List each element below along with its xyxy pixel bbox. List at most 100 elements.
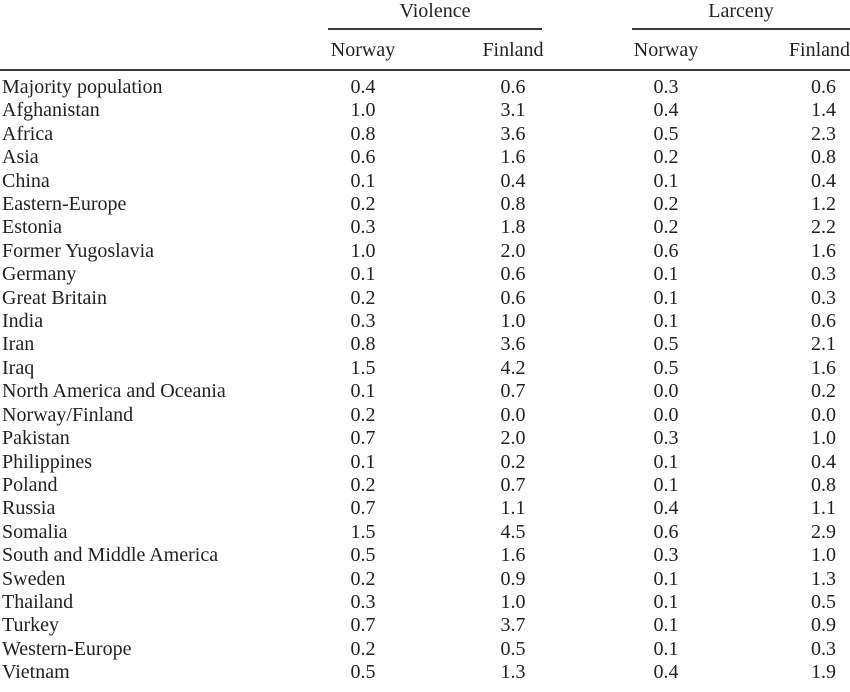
row-label: Norway/Finland: [2, 403, 134, 426]
table-row: Eastern-Europe 0.2 0.8 0.2 1.2: [0, 193, 850, 216]
value-cell: 3.7: [500, 614, 526, 637]
value-cell: 0.8: [500, 193, 526, 216]
value-cell: 0.6: [350, 146, 376, 169]
table-row: India 0.3 1.0 0.1 0.6: [0, 310, 850, 333]
value-cell: 1.0: [350, 99, 376, 122]
table-row: Sweden 0.2 0.9 0.1 1.3: [0, 568, 850, 591]
table-row: China 0.1 0.4 0.1 0.4: [0, 170, 850, 193]
value-cell: 0.0: [653, 403, 679, 426]
value-cell: 4.5: [500, 520, 526, 543]
value-cell: 0.7: [350, 614, 376, 637]
value-cell: 0.7: [350, 497, 376, 520]
value-cell: 0.4: [811, 169, 837, 192]
row-label: Afghanistan: [2, 99, 100, 122]
row-label: India: [2, 310, 44, 333]
value-cell: 0.2: [350, 286, 376, 309]
value-cell: 0.0: [500, 403, 526, 426]
value-cell: 0.5: [653, 356, 679, 379]
column-header-violence-norway: Norway: [300, 30, 426, 71]
row-label: North America and Oceania: [2, 380, 226, 403]
row-label: South and Middle America: [2, 544, 219, 567]
group-header-larceny: Larceny: [632, 0, 850, 30]
table-row: Germany 0.1 0.6 0.1 0.3: [0, 263, 850, 286]
value-cell: 0.3: [811, 263, 837, 286]
value-cell: 0.2: [653, 193, 679, 216]
group-header-row: Violence Larceny: [0, 0, 850, 30]
group-header-larceny-cell: Larceny: [600, 0, 850, 30]
value-cell: 0.3: [811, 637, 837, 660]
value-cell: 1.3: [811, 567, 837, 590]
value-cell: 0.2: [350, 473, 376, 496]
value-cell: 1.2: [811, 193, 837, 216]
value-cell: 3.6: [500, 333, 526, 356]
value-cell: 1.0: [500, 310, 526, 333]
value-cell: 1.0: [500, 590, 526, 613]
value-cell: 0.5: [500, 637, 526, 660]
value-cell: 0.2: [500, 450, 526, 473]
table-row: Thailand 0.3 1.0 0.1 0.5: [0, 591, 850, 614]
value-cell: 4.2: [500, 356, 526, 379]
value-cell: 1.0: [811, 544, 837, 567]
table-row: South and Middle America 0.5 1.6 0.3 1.0: [0, 544, 850, 567]
value-cell: 1.5: [350, 520, 376, 543]
value-cell: 0.8: [350, 122, 376, 145]
table-row: Poland 0.2 0.7 0.1 0.8: [0, 474, 850, 497]
table-row: North America and Oceania 0.1 0.7 0.0 0.2: [0, 380, 850, 403]
table-row: Western-Europe 0.2 0.5 0.1 0.3: [0, 638, 850, 661]
value-cell: 0.1: [653, 637, 679, 660]
value-cell: 0.1: [350, 380, 376, 403]
value-cell: 1.4: [811, 99, 837, 122]
value-cell: 0.2: [350, 637, 376, 660]
value-cell: 0.8: [811, 473, 837, 496]
row-label: Iran: [2, 333, 35, 356]
value-cell: 0.1: [653, 450, 679, 473]
table-row: Estonia 0.3 1.8 0.2 2.2: [0, 216, 850, 239]
value-cell: 0.8: [350, 333, 376, 356]
value-cell: 0.6: [811, 310, 837, 333]
row-label: Asia: [2, 146, 39, 169]
table-row: Vietnam 0.5 1.3 0.4 1.9: [0, 661, 850, 684]
value-cell: 0.1: [653, 567, 679, 590]
empty-corner-cell: [0, 0, 300, 30]
value-cell: 0.4: [653, 497, 679, 520]
value-cell: 0.3: [653, 544, 679, 567]
value-cell: 1.0: [350, 239, 376, 262]
value-cell: 0.7: [500, 473, 526, 496]
table-row: Asia 0.6 1.6 0.2 0.8: [0, 146, 850, 169]
group-header-larceny-label: Larceny: [708, 0, 774, 22]
value-cell: 0.5: [350, 544, 376, 567]
value-cell: 0.4: [653, 661, 679, 684]
table-row: Iran 0.8 3.6 0.5 2.1: [0, 333, 850, 356]
value-cell: 0.5: [653, 333, 679, 356]
row-label: Philippines: [2, 450, 93, 473]
value-cell: 0.1: [653, 263, 679, 286]
value-cell: 3.6: [500, 122, 526, 145]
value-cell: 0.5: [653, 122, 679, 145]
value-cell: 0.0: [811, 403, 837, 426]
value-cell: 0.3: [653, 76, 679, 98]
value-cell: 2.1: [811, 333, 837, 356]
value-cell: 0.3: [350, 590, 376, 613]
row-label: China: [2, 169, 50, 192]
row-label: Estonia: [2, 216, 62, 239]
value-cell: 0.1: [653, 473, 679, 496]
value-cell: 0.1: [653, 614, 679, 637]
value-cell: 0.5: [350, 661, 376, 684]
value-cell: 0.2: [350, 193, 376, 216]
value-cell: 0.6: [500, 263, 526, 286]
empty-corner-cell: [0, 30, 300, 71]
row-label: Somalia: [2, 520, 68, 543]
row-label: Eastern-Europe: [2, 193, 127, 216]
value-cell: 0.4: [350, 76, 376, 98]
value-cell: 1.0: [811, 427, 837, 450]
value-cell: 0.2: [653, 216, 679, 239]
value-cell: 0.1: [653, 169, 679, 192]
value-cell: 1.1: [500, 497, 526, 520]
table-body: Majority population 0.4 0.6 0.3 0.6 Afghanist…: [0, 70, 850, 685]
row-label: Former Yugoslavia: [2, 239, 155, 262]
group-header-violence: Violence: [328, 0, 542, 30]
value-cell: 0.1: [653, 310, 679, 333]
value-cell: 1.6: [811, 356, 837, 379]
value-cell: 0.2: [811, 380, 837, 403]
